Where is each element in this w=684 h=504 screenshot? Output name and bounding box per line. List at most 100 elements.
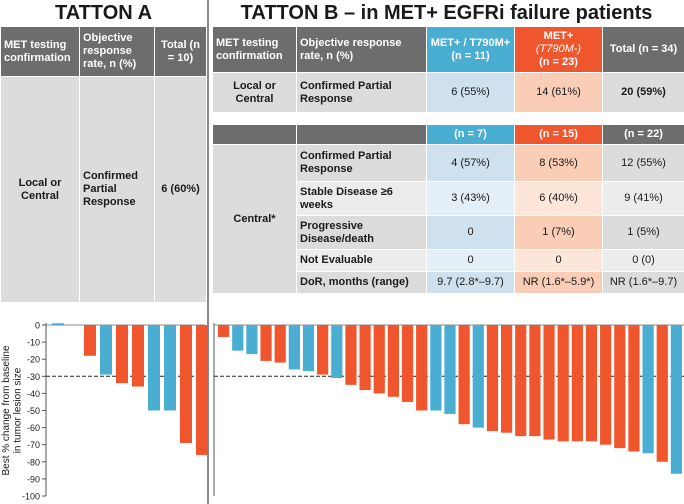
central-row-orange: 1 (7%) [514,215,603,250]
bar [132,325,144,387]
central-row-blue: 3 (43%) [426,181,515,216]
bar [288,325,300,370]
bar [180,325,192,443]
bar [585,325,598,442]
bar [373,325,385,394]
central-row-orange: NR (1.6*–5.9*) [514,271,603,294]
y-tick-label: -90 [27,474,40,484]
bar [246,325,258,355]
tatton-b-header-met-testing: MET testing confirmation [212,26,297,73]
bar [218,325,230,337]
bar [458,325,470,425]
local-blue: 6 (55%) [426,72,515,113]
y-tick-label: -70 [27,440,40,450]
central-header-blue: (n = 7) [426,124,515,145]
bar [260,325,272,361]
local-total: 20 (59%) [602,72,684,113]
bar [232,325,244,351]
central-row-blue: 0 [426,215,515,250]
tatton-b-header-orr: Objective response rate, n (%) [296,26,427,73]
central-row-label: Confirmed Partial Response [296,144,427,182]
bar [52,323,64,325]
bar [501,325,513,433]
bar [486,325,499,432]
central-header-blank-1 [212,124,297,145]
y-tick-label: -50 [27,406,40,416]
y-axis-label-line: in tumor lesion size [13,367,24,453]
bar [317,325,329,375]
y-tick-label: -100 [22,492,40,502]
tatton-b-header-total: Total (n = 34) [602,26,684,73]
y-tick-label: -40 [27,389,40,399]
central-row-label: Stable Disease ≥6 weeks [296,181,427,216]
bar [642,325,654,454]
tatton-a-response: Confirmed Partial Response [79,76,155,303]
header-orange-line3: (n = 23) [539,56,578,68]
bar [401,325,414,402]
central-row-orange: 6 (40%) [514,181,603,216]
y-axis-label-group: Best % change from baselinein tumor lesi… [1,345,24,476]
central-row-label: Progressive Disease/death [296,215,427,250]
central-row-total: 1 (5%) [602,215,684,250]
tatton-a-met-testing: Local or Central [0,76,80,303]
bar [148,325,160,411]
tatton-b-header-orange: MET+ (T790M-) (n = 23) [514,26,603,73]
central-row-blue: 0 [426,249,515,272]
bar [656,325,668,462]
bar [302,325,315,372]
central-row-label: DoR, months (range) [296,271,427,294]
bar [600,325,612,445]
tatton-a-header-total: Total (n = 10) [154,26,207,77]
tatton-b-central-table: (n = 7) (n = 15) (n = 22) Central* Confi… [212,124,684,294]
central-label: Central* [212,144,297,294]
tatton-b-local-table: MET testing confirmation Objective respo… [212,26,684,113]
y-tick-label: -10 [27,338,40,348]
tatton-b-title: TATTON B – in MET+ EGFRi failure patient… [240,2,653,24]
bar [100,325,112,375]
bar [571,325,583,442]
bar [430,325,442,411]
bar [529,325,541,437]
waterfall-chart: Best % change from baselinein tumor lesi… [1,321,684,502]
header-orange-line1: MET+ [543,30,574,42]
bar [387,325,399,397]
central-header-total: (n = 22) [602,124,684,145]
bar [543,325,555,440]
bars [52,323,682,474]
panel-divider [207,0,209,504]
bar [614,325,626,449]
local-orange: 14 (61%) [514,72,603,113]
bar [196,325,208,455]
central-header-blank-2 [296,124,427,145]
tatton-a-header-orr: Objective response rate, n (%) [79,26,155,77]
central-row-blue: 4 (57%) [426,144,515,182]
bar [331,325,343,379]
central-row-label: Not Evaluable [296,249,427,272]
central-row-orange: 8 (53%) [514,144,603,182]
y-tick-label: 0 [35,321,40,331]
bar [84,325,96,356]
central-row-total: 9 (41%) [602,181,684,216]
central-row-total: 0 (0) [602,249,684,272]
bar [416,325,428,411]
bar [472,325,484,428]
bar [628,325,640,452]
bar [444,325,456,414]
y-axis-label-line: Best % change from baseline [1,345,12,476]
central-row-orange: 0 [514,249,603,272]
central-row-total: 12 (55%) [602,144,684,182]
y-tick-label: -20 [27,355,40,365]
y-tick-label: -30 [27,372,40,382]
tatton-b-header-blue: MET+ / T790M+ (n = 11) [426,26,515,73]
bar [359,325,371,390]
central-row-total: NR (1.6*–9.7) [602,271,684,294]
tatton-a-table: MET testing confirmation Objective respo… [0,26,207,303]
bar [116,325,128,384]
tatton-a-header-met-testing: MET testing confirmation [0,26,80,77]
bar [274,325,286,363]
local-response: Confirmed Partial Response [296,72,427,113]
y-tick-label: -60 [27,423,40,433]
central-row-blue: 9.7 (2.8*–9.7) [426,271,515,294]
bar [557,325,569,442]
tatton-a-title: TATTON A [54,2,153,24]
